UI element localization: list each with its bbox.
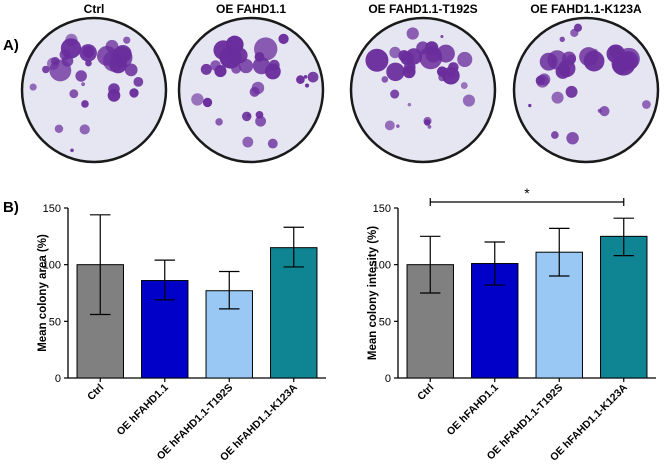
dish-rim [20,16,168,164]
petri-dish: OE FAHD1.1 [177,2,325,164]
y-tick-label: 100 [43,260,61,272]
colony-area-chart: 0 50 100 150 Mean colony area (%) Ctrl OE hFAH… [37,203,326,464]
y-tick-label: 100 [373,260,391,272]
category-label: Ctrl [85,382,106,403]
colonies [29,33,144,153]
petri-dish: OE FAHD1.1-K123A [512,2,660,164]
y-tick-label: 0 [55,373,61,385]
y-axis-title: Mean colony intesity (%) [367,226,379,360]
petri-dish: OE FAHD1.1-T192S [349,2,497,164]
bar [600,235,648,379]
plate-title: OE FAHD1.1-T192S [368,2,477,16]
category-label: Ctrl [415,382,436,403]
colonies [191,33,319,149]
dish-rim [349,16,497,164]
plate-title: OE FAHD1.1-K123A [530,2,642,16]
y-tick-label: 50 [379,316,391,328]
colony-intensity-chart: 0 50 100 150 Mean colony intesity (%) Ctrl OE … [367,185,656,464]
plate-title: OE FAHD1.1 [216,2,286,16]
panel-label-b: B) [3,199,19,216]
dish-rim [512,16,660,164]
y-tick-label: 0 [385,373,391,385]
panel-label-a: A) [3,37,19,54]
colonies [528,23,651,145]
plate-title: Ctrl [84,2,105,16]
y-axis-title: Mean colony area (%) [37,234,49,352]
category-label: OE hFAHD1.1 [115,382,171,438]
y-tick-label: 150 [43,203,61,215]
significance-marker: * [524,185,530,201]
y-tick-label: 50 [49,316,61,328]
category-label: OE hFAHD1.1 [445,382,501,438]
colonies [365,27,476,131]
y-tick-label: 150 [373,203,391,215]
petri-dish-row: Ctrl OE FAHD1.1 OE FAHD1.1-T192S OE FAHD1.1… [20,2,660,164]
petri-dish: Ctrl [20,2,168,164]
